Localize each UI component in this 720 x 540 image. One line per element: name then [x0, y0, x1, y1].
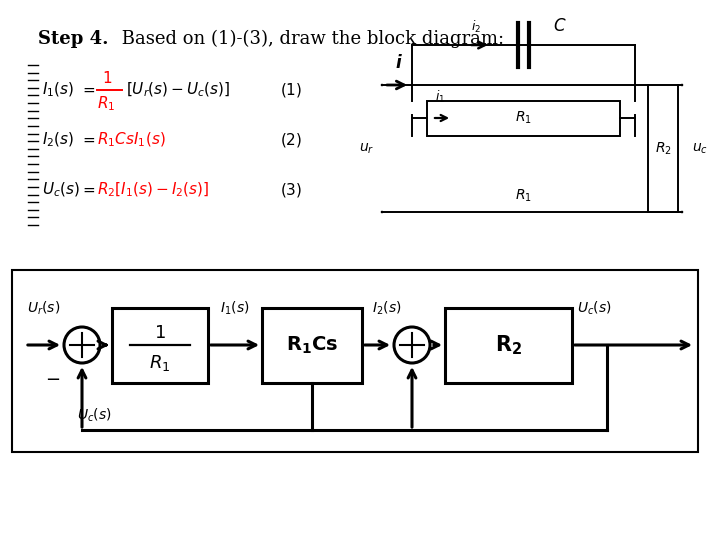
Text: $u_r$: $u_r$ — [359, 141, 374, 156]
Text: $C$: $C$ — [554, 18, 567, 35]
Text: $I_1(s)$: $I_1(s)$ — [42, 81, 74, 99]
Text: $\mathbf{R_1Cs}$: $\mathbf{R_1Cs}$ — [286, 334, 338, 356]
Text: $\boldsymbol{i}$: $\boldsymbol{i}$ — [395, 54, 403, 72]
Text: $R_2[I_1(s) - I_2(s)]$: $R_2[I_1(s) - I_2(s)]$ — [97, 181, 210, 199]
Text: $U_c(s)$: $U_c(s)$ — [577, 300, 612, 317]
Text: $=$: $=$ — [80, 183, 96, 197]
Text: $[U_r(s) - U_c(s)]$: $[U_r(s) - U_c(s)]$ — [126, 81, 230, 99]
Text: $I_2(s)$: $I_2(s)$ — [372, 300, 402, 317]
Text: $u_c$: $u_c$ — [692, 141, 708, 156]
Text: $R_1$: $R_1$ — [149, 353, 171, 373]
Text: $-$: $-$ — [45, 369, 60, 387]
Text: $=$: $=$ — [80, 133, 96, 147]
Text: $R_1$: $R_1$ — [515, 110, 532, 126]
Text: $i_2$: $i_2$ — [472, 19, 482, 35]
Text: $R_2$: $R_2$ — [654, 140, 672, 157]
Text: $(1)$: $(1)$ — [280, 81, 302, 99]
Text: $U_c(s)$: $U_c(s)$ — [42, 181, 80, 199]
Bar — [648, 85, 678, 212]
Text: $=$: $=$ — [80, 83, 96, 97]
Text: $1$: $1$ — [102, 70, 112, 86]
Bar — [262, 307, 362, 382]
Bar — [445, 307, 572, 382]
Text: $R_1CsI_1(s)$: $R_1CsI_1(s)$ — [97, 131, 166, 149]
Text: $(3)$: $(3)$ — [280, 181, 302, 199]
Text: $R_1$: $R_1$ — [97, 94, 115, 113]
Bar — [112, 307, 208, 382]
Text: Step 4.: Step 4. — [38, 30, 109, 48]
Bar — [427, 100, 620, 136]
Text: $U_c(s)$: $U_c(s)$ — [77, 407, 112, 424]
Text: $1$: $1$ — [154, 324, 166, 342]
Text: $I_2(s)$: $I_2(s)$ — [42, 131, 74, 149]
Circle shape — [681, 84, 683, 86]
Text: $(2)$: $(2)$ — [280, 131, 302, 149]
Text: $U_r(s)$: $U_r(s)$ — [27, 300, 60, 317]
Bar — [12, 269, 698, 452]
Text: Based on (1)-(3), draw the block diagram:: Based on (1)-(3), draw the block diagram… — [116, 30, 504, 48]
Circle shape — [681, 211, 683, 213]
Text: $\mathbf{R_2}$: $\mathbf{R_2}$ — [495, 333, 522, 357]
Text: $i_1$: $i_1$ — [435, 89, 445, 105]
Text: $I_1(s)$: $I_1(s)$ — [220, 300, 250, 317]
Text: $R_1$: $R_1$ — [515, 187, 532, 204]
